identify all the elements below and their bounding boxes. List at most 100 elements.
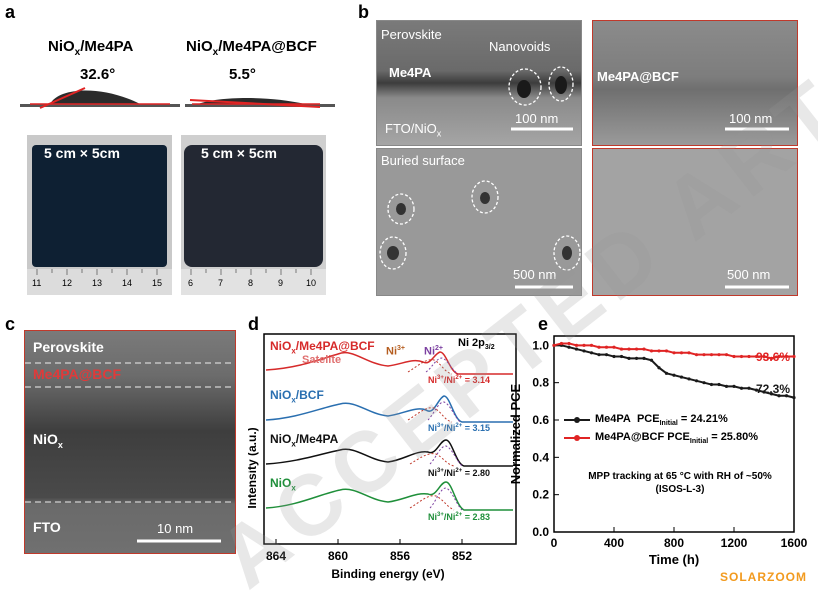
stability-point-0	[574, 347, 579, 351]
stability-point-1	[589, 343, 594, 347]
stability-point-0	[567, 345, 571, 349]
stability-end-label-me4pa: 72.3%	[756, 382, 791, 396]
stability-point-0	[589, 351, 594, 355]
xps-sample-bcf: NiOx/BCF	[270, 388, 324, 405]
stability-legend-item-me4pa: Me4PA PCEInitial = 24.21%	[562, 411, 794, 429]
sem-scale-500-left: 500 nm	[513, 267, 557, 282]
ruler-right-tick-0: 6	[188, 278, 194, 288]
xps-satellite-label: Satelite	[302, 354, 342, 366]
tem-perovskite-label: Perovskite	[33, 339, 104, 355]
stability-point-1	[747, 354, 751, 359]
stability-point-1	[694, 353, 699, 357]
ruler-left: 11 12 13 14 15	[27, 269, 172, 295]
stability-point-1	[657, 349, 661, 353]
stability-point-0	[664, 371, 669, 375]
stability-point-0	[709, 382, 714, 387]
stability-point-0	[657, 366, 661, 370]
sem-buried-surface-me4pa: Buried surface 500 nm	[376, 148, 582, 296]
ruler-right: 6 7 8 9 10	[181, 269, 326, 295]
stability-point-1	[604, 345, 609, 349]
stability-point-0	[649, 358, 654, 362]
stability-xtick-label: 1200	[721, 536, 748, 550]
watermark-solarzoom: SOLARZOOM	[720, 570, 807, 584]
sem-perovskite-label: Perovskite	[381, 27, 442, 42]
stability-xtick-label: 0	[551, 536, 558, 550]
stability-point-0	[619, 354, 624, 359]
stability-point-1	[762, 354, 766, 359]
xps-sample-me4pa: NiOx/Me4PA	[270, 432, 339, 449]
stability-point-1	[642, 347, 646, 351]
xps-sample-niox: NiOx	[270, 476, 296, 493]
stability-point-0	[792, 396, 796, 400]
stability-ytick-label: 0.4	[532, 450, 549, 464]
panel-b: Perovskite Nanovoids Me4PA FTO/NiOx 100 …	[372, 20, 812, 300]
tem-scale-label: 10 nm	[157, 521, 194, 536]
sem-scale-100-right: 100 nm	[729, 111, 773, 126]
tem-niox-label: NiOx	[33, 431, 63, 450]
sem-me4pa-bcf-label: Me4PA@BCF	[597, 69, 679, 84]
stability-point-0	[747, 386, 751, 390]
stability-end-label-bcf: 93.6%	[756, 350, 791, 364]
stability-point-1	[777, 354, 781, 359]
xps-xtick-1: 860	[328, 549, 348, 563]
sem-scale-500-right: 500 nm	[727, 267, 771, 282]
stability-point-1	[582, 343, 586, 347]
ruler-right-tick-1: 7	[218, 278, 224, 288]
stability-point-0	[612, 354, 616, 359]
xps-xtick-2: 856	[390, 549, 410, 563]
stability-point-0	[582, 349, 586, 353]
tem-fto-label: FTO	[33, 519, 61, 535]
xps-ylabel: Intensity (a.u.)	[248, 427, 259, 508]
xps-curve-me4pa	[265, 439, 513, 467]
xps-curve-bcf	[265, 395, 513, 423]
sem-cross-section-me4pa: Perovskite Nanovoids Me4PA FTO/NiOx 100 …	[376, 20, 582, 146]
stability-point-0	[762, 390, 766, 394]
contact-angle-drops	[20, 87, 335, 109]
stability-point-1	[739, 354, 744, 359]
stability-point-1	[612, 345, 616, 349]
xps-curve-me4pa-bcf	[265, 351, 513, 375]
sem-me4pa-label: Me4PA	[389, 65, 432, 80]
film-photo-right-size: 5 cm × 5cm	[201, 145, 277, 161]
stability-point-0	[754, 388, 759, 392]
sem-buried-surface-me4pa-bcf: 500 nm	[592, 148, 798, 296]
sem-scale-100-left: 100 nm	[515, 111, 559, 126]
stability-point-1	[784, 354, 789, 359]
stability-point-0	[634, 356, 639, 360]
stability-ytick-label: 0.6	[532, 413, 549, 427]
xps-ni2p-label: Ni 2p3/2	[458, 337, 495, 352]
stability-point-0	[642, 356, 646, 360]
sem-cross-section-me4pa-bcf: Me4PA@BCF 100 nm	[592, 20, 798, 146]
film-photo-left: 5 cm × 5cm 11 12 13 14 15	[27, 135, 172, 295]
stability-point-1	[634, 347, 639, 351]
stability-point-1	[732, 354, 736, 359]
stability-point-0	[717, 382, 721, 387]
film-photo-left-size: 5 cm × 5cm	[44, 145, 120, 161]
xps-ratio-me4pa: Ni3+/Ni2+ = 2.80	[428, 468, 490, 478]
film-photo-right: 5 cm × 5cm 6 7 8 9 10	[181, 135, 326, 295]
stability-point-0	[694, 379, 699, 383]
ruler-left-tick-4: 15	[152, 278, 163, 288]
stability-ytick-label: 0.8	[532, 376, 549, 390]
ruler-right-tick-2: 8	[248, 278, 254, 288]
stability-legend-item-bcf: Me4PA@BCF PCEInitial = 25.80%	[562, 429, 794, 447]
stability-point-1	[717, 353, 721, 357]
stability-point-0	[724, 384, 729, 388]
panel-a-left-title: NiOx/Me4PA	[48, 38, 134, 58]
xps-ni2-label: Ni2+	[424, 345, 443, 358]
panel-d-xps: Intensity (a.u.) 864 860 856 852 Binding…	[245, 328, 518, 584]
stability-point-1	[597, 345, 601, 349]
stability-point-1	[619, 347, 624, 351]
stability-point-1	[664, 349, 669, 353]
stability-point-0	[769, 392, 774, 396]
sem-buried-surface-label: Buried surface	[381, 153, 465, 168]
xps-xtick-3: 852	[452, 549, 472, 563]
stability-xtick-label: 800	[664, 536, 684, 550]
stability-point-1	[754, 354, 759, 359]
stability-point-0	[739, 386, 744, 390]
panel-letter-e: e	[538, 314, 549, 334]
stability-point-1	[574, 343, 579, 347]
xps-ratio-bcf: Ni3+/Ni2+ = 3.15	[428, 423, 490, 433]
panel-a-right-angle: 5.5°	[229, 66, 256, 83]
stability-point-0	[777, 394, 781, 398]
